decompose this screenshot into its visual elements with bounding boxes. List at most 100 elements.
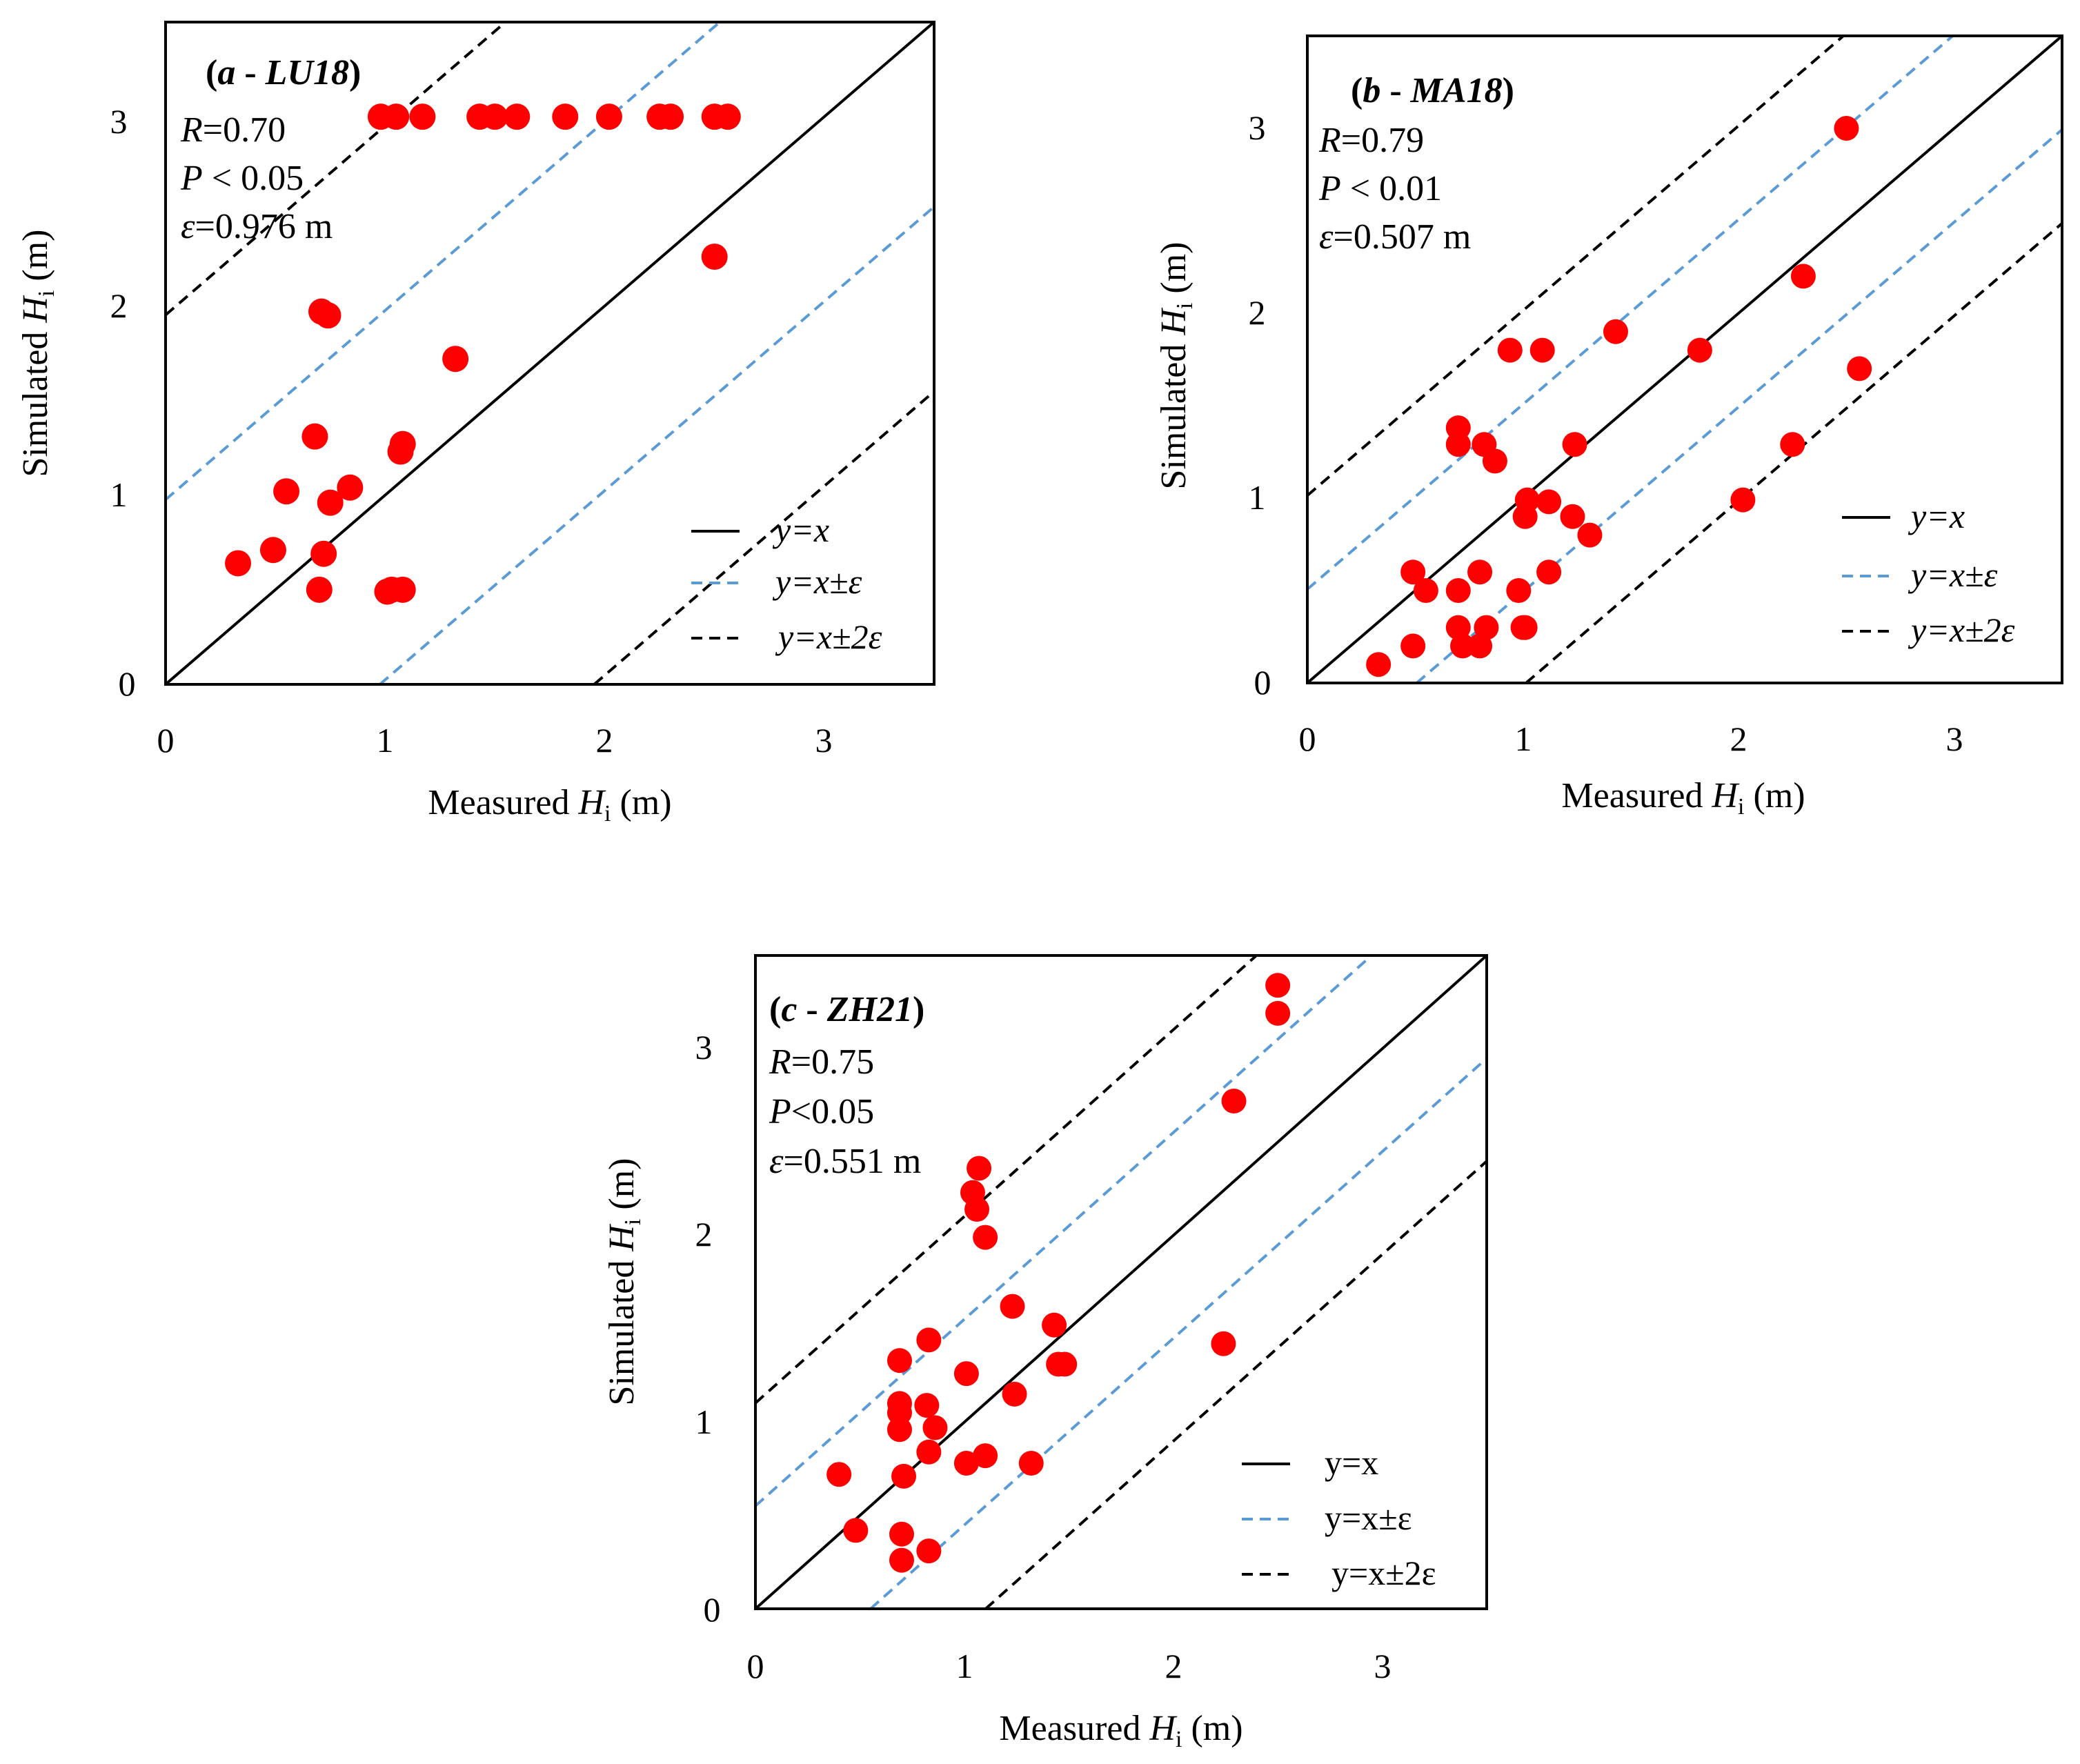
data-point [1847, 356, 1872, 381]
data-point [1529, 337, 1555, 363]
stat-epsilon: ε=0.976 m [181, 207, 333, 246]
x-axis-title-prefix: Measured [428, 783, 578, 822]
stat-epsilon-value: =0.551 m [784, 1142, 922, 1181]
data-point [1366, 652, 1391, 677]
data-point [1018, 1450, 1044, 1476]
x-tick-label: 0 [157, 721, 175, 760]
y-tick-label: 2 [1249, 293, 1266, 332]
x-tick-label: 3 [815, 721, 833, 760]
legend-label-eps: y=x±ε [772, 562, 862, 601]
data-point [887, 1348, 912, 1374]
data-point [889, 1521, 914, 1547]
data-point [1265, 973, 1291, 998]
data-point [383, 103, 410, 130]
data-point [1536, 559, 1562, 585]
x-tick-label: 0 [747, 1647, 764, 1685]
data-point [1780, 432, 1805, 457]
stat-p-value: <0.05 [791, 1092, 874, 1131]
legend-label-identity: y=x [1908, 497, 1965, 535]
stat-p-label: P [769, 1092, 791, 1131]
panel-a: 0 1 2 3 0 1 2 3 Measured Hi (m) Simulate… [16, 21, 935, 826]
x-axis-title-suffix: (m) [611, 783, 671, 822]
panel-title-sep: - [1380, 71, 1410, 110]
reference-lines [164, 21, 935, 686]
data-point [225, 550, 252, 577]
x-tick-label: 1 [956, 1647, 973, 1685]
data-point [1002, 1381, 1027, 1407]
legend-label-2eps: y=x±2ε [1908, 611, 2015, 649]
x-axis-title-sub: i [1176, 1727, 1182, 1752]
panel-title-code: LU18 [265, 53, 349, 92]
data-point [1445, 578, 1471, 603]
data-point [310, 540, 337, 567]
x-tick-label: 2 [596, 721, 613, 760]
y-axis-title-var: H [602, 1224, 642, 1252]
data-point [916, 1327, 942, 1353]
data-point [826, 1462, 852, 1487]
line-identity [164, 21, 935, 686]
y-tick-label: 3 [695, 1028, 713, 1067]
data-point [714, 103, 741, 130]
stat-r: R=0.70 [180, 110, 286, 150]
stat-epsilon-label: ε [181, 207, 195, 246]
data-point [701, 244, 728, 270]
data-point [1730, 487, 1756, 513]
panel-title-close: ) [1503, 71, 1514, 110]
stat-r-value: =0.79 [1341, 121, 1424, 160]
panel-title-close: ) [913, 990, 924, 1029]
data-point [1042, 1312, 1067, 1338]
data-point [889, 1547, 914, 1573]
legend: y=x y=x±ε y=x±2ε [1842, 497, 2015, 649]
stat-epsilon: ε=0.507 m [1319, 217, 1471, 257]
y-axis-title-suffix: (m) [602, 1158, 642, 1219]
y-tick-label: 0 [1254, 663, 1271, 702]
panel-title: (a - LU18) [206, 53, 361, 92]
data-point [916, 1538, 942, 1564]
data-point [1211, 1331, 1236, 1356]
legend: y=x y=x±ε y=x±2ε [691, 511, 882, 656]
y-tick-labels: 0 1 2 3 [695, 1028, 721, 1629]
y-axis-title-prefix: Simulated [1154, 335, 1193, 490]
data-point [922, 1415, 948, 1440]
data-point [1445, 615, 1471, 640]
line-minus-eps [1416, 128, 2063, 684]
panel-title-letter: a [217, 53, 235, 92]
stat-r-label: R [769, 1042, 791, 1082]
data-point [409, 103, 436, 130]
stat-p-label: P [180, 159, 203, 198]
line-plus-2eps [164, 21, 507, 317]
data-point [1265, 1000, 1291, 1026]
line-plus-2eps [754, 954, 1258, 1405]
stat-epsilon: ε=0.551 m [769, 1142, 921, 1181]
stat-r: R=0.75 [769, 1042, 874, 1082]
line-identity [1306, 34, 2063, 684]
line-minus-eps [379, 206, 935, 686]
x-tick-label: 2 [1730, 720, 1747, 758]
stat-r-value: =0.75 [791, 1042, 874, 1082]
stat-p-label: P [1318, 169, 1341, 208]
x-tick-label: 3 [1946, 720, 1963, 758]
stat-epsilon-value: =0.976 m [195, 207, 333, 246]
data-point [482, 103, 508, 130]
stat-p-value: < 0.05 [203, 159, 304, 198]
line-plus-eps [754, 954, 1373, 1507]
panel-title-open: ( [769, 990, 781, 1029]
y-tick-label: 1 [695, 1403, 713, 1441]
x-tick-labels: 0 1 2 3 [157, 721, 833, 760]
y-axis-title: Simulated Hi (m) [16, 230, 59, 477]
data-point [1467, 559, 1493, 585]
data-point [1445, 432, 1471, 457]
data-point [1052, 1351, 1078, 1377]
line-minus-2eps [984, 1160, 1488, 1610]
y-axis-title-var: H [1154, 308, 1193, 336]
x-axis-title-var: H [1149, 1709, 1177, 1748]
panel-title-open: ( [1351, 71, 1363, 110]
panel-title-sep: - [797, 990, 826, 1029]
data-point [916, 1439, 942, 1465]
y-axis-title-suffix: (m) [16, 230, 55, 290]
x-axis-title-var: H [577, 783, 606, 822]
panel-title-sep: - [235, 53, 265, 92]
data-point [1506, 578, 1532, 603]
data-point [657, 103, 684, 130]
y-tick-label: 2 [695, 1215, 713, 1253]
